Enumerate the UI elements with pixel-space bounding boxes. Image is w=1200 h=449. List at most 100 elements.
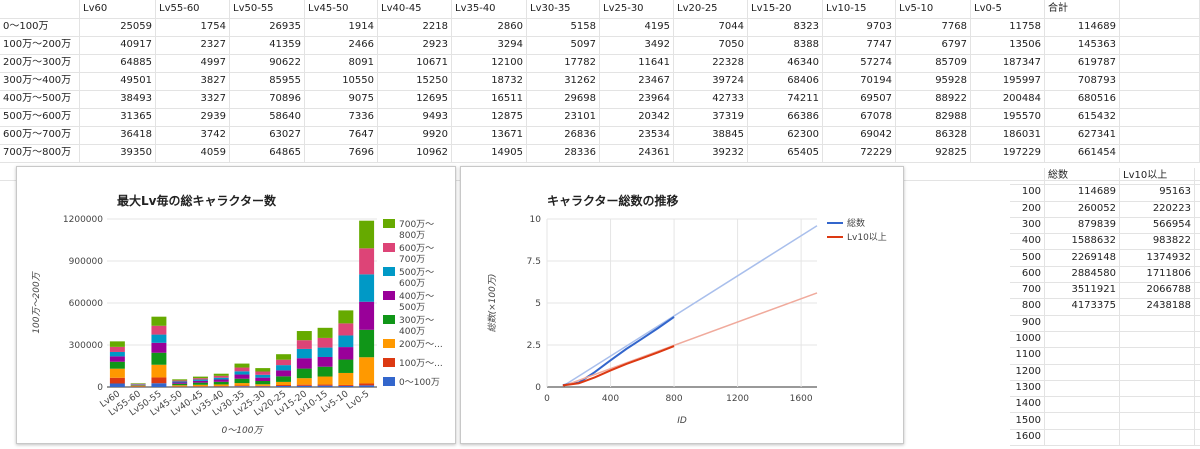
bar-segment[interactable] <box>276 354 292 360</box>
table-cell[interactable]: 2860 <box>452 18 527 36</box>
bar-segment[interactable] <box>192 378 208 380</box>
row-label[interactable]: 100万〜200万 <box>0 36 80 54</box>
side-table-cell[interactable]: 800 <box>1010 298 1045 315</box>
bar-segment[interactable] <box>109 356 125 362</box>
bar-segment[interactable] <box>317 384 333 386</box>
table-cell[interactable]: 38845 <box>674 126 748 144</box>
bar-segment[interactable] <box>213 373 229 376</box>
column-header[interactable]: Lv30-35 <box>527 0 600 18</box>
bar-segment[interactable] <box>317 347 333 357</box>
row-label[interactable]: 300万〜400万 <box>0 72 80 90</box>
table-cell[interactable]: 9920 <box>378 126 452 144</box>
table-cell[interactable]: 40917 <box>80 36 156 54</box>
table-cell[interactable]: 1754 <box>156 18 230 36</box>
table-cell[interactable]: 1914 <box>305 18 378 36</box>
side-table-cell[interactable]: 1100 <box>1010 347 1045 364</box>
side-table-cell[interactable]: 1300 <box>1010 379 1045 397</box>
table-cell[interactable]: 24361 <box>600 144 674 162</box>
table-cell[interactable]: 16511 <box>452 90 527 108</box>
table-cell[interactable]: 3827 <box>156 72 230 90</box>
bar-segment[interactable] <box>192 382 208 385</box>
bar-segment[interactable] <box>192 376 208 379</box>
bar-segment[interactable] <box>151 383 167 387</box>
column-header[interactable]: Lv25-30 <box>600 0 674 18</box>
empty-cell[interactable] <box>1120 0 1200 18</box>
bar-segment[interactable] <box>338 310 354 324</box>
bar-segment[interactable] <box>172 380 188 382</box>
empty-cell[interactable] <box>1120 54 1200 72</box>
table-cell[interactable]: 69042 <box>823 126 896 144</box>
bar-segment[interactable] <box>359 274 375 302</box>
column-header[interactable]: Lv55-60 <box>156 0 230 18</box>
table-cell[interactable]: 145363 <box>1045 36 1120 54</box>
column-header[interactable]: Lv50-55 <box>230 0 305 18</box>
side-table-cell[interactable]: 2066788 <box>1120 282 1195 299</box>
table-cell[interactable]: 26836 <box>527 126 600 144</box>
empty-cell[interactable] <box>1120 144 1200 162</box>
bar-segment[interactable] <box>255 374 271 378</box>
bar-segment[interactable] <box>296 378 312 385</box>
table-cell[interactable]: 42733 <box>674 90 748 108</box>
bar-segment[interactable] <box>317 356 333 367</box>
table-cell[interactable]: 25059 <box>80 18 156 36</box>
table-cell[interactable]: 195570 <box>971 108 1045 126</box>
table-cell[interactable]: 13671 <box>452 126 527 144</box>
bar-segment[interactable] <box>255 381 271 385</box>
bar-segment[interactable] <box>276 365 292 371</box>
table-cell[interactable]: 46340 <box>748 54 823 72</box>
side-table-cell[interactable] <box>1045 314 1120 331</box>
side-table-cell[interactable] <box>1120 331 1195 348</box>
table-cell[interactable]: 31262 <box>527 72 600 90</box>
bar-segment[interactable] <box>234 363 250 368</box>
table-cell[interactable]: 3327 <box>156 90 230 108</box>
bar-segment[interactable] <box>192 384 208 387</box>
bar-segment[interactable] <box>234 371 250 375</box>
table-cell[interactable]: 2923 <box>378 36 452 54</box>
empty-cell[interactable] <box>1120 108 1200 126</box>
table-cell[interactable]: 86328 <box>896 126 971 144</box>
column-header[interactable]: Lv0-5 <box>971 0 1045 18</box>
table-cell[interactable]: 187347 <box>971 54 1045 72</box>
row-label[interactable]: 0〜100万 <box>0 18 80 36</box>
row-label[interactable]: 700万〜800万 <box>0 144 80 162</box>
row-label[interactable]: 400万〜500万 <box>0 90 80 108</box>
series-line[interactable] <box>562 345 675 387</box>
table-cell[interactable]: 23101 <box>527 108 600 126</box>
table-cell[interactable]: 63027 <box>230 126 305 144</box>
bar-segment[interactable] <box>359 383 375 386</box>
table-cell[interactable]: 23534 <box>600 126 674 144</box>
table-cell[interactable]: 195997 <box>971 72 1045 90</box>
bar-segment[interactable] <box>213 384 229 387</box>
bar-segment[interactable] <box>276 376 292 382</box>
side-table-cell[interactable] <box>1045 412 1120 429</box>
table-cell[interactable]: 17782 <box>527 54 600 72</box>
table-cell[interactable]: 7336 <box>305 108 378 126</box>
side-table-cell[interactable]: 983822 <box>1120 233 1195 250</box>
table-cell[interactable]: 29698 <box>527 90 600 108</box>
table-cell[interactable]: 85709 <box>896 54 971 72</box>
table-cell[interactable]: 82988 <box>896 108 971 126</box>
side-table-cell[interactable] <box>1045 363 1120 380</box>
bar-segment[interactable] <box>276 385 292 387</box>
table-cell[interactable]: 23467 <box>600 72 674 90</box>
table-cell[interactable]: 12695 <box>378 90 452 108</box>
side-column-header[interactable]: Lv10以上 <box>1120 168 1195 185</box>
bar-segment[interactable] <box>109 383 125 387</box>
table-cell[interactable]: 197229 <box>971 144 1045 162</box>
side-table-cell[interactable]: 400 <box>1010 233 1045 250</box>
table-cell[interactable]: 619787 <box>1045 54 1120 72</box>
row-label[interactable]: 200万〜300万 <box>0 54 80 72</box>
table-cell[interactable]: 26935 <box>230 18 305 36</box>
bar-segment[interactable] <box>151 364 167 378</box>
table-cell[interactable]: 708793 <box>1045 72 1120 90</box>
table-cell[interactable]: 8091 <box>305 54 378 72</box>
bar-segment[interactable] <box>109 341 125 347</box>
bar-segment[interactable] <box>109 351 125 357</box>
side-table-cell[interactable] <box>1120 379 1195 397</box>
side-table-cell[interactable]: 4173375 <box>1045 298 1120 315</box>
table-cell[interactable]: 661454 <box>1045 144 1120 162</box>
table-cell[interactable]: 7747 <box>823 36 896 54</box>
table-cell[interactable]: 5158 <box>527 18 600 36</box>
table-cell[interactable]: 10962 <box>378 144 452 162</box>
side-table-cell[interactable]: 1711806 <box>1120 265 1195 283</box>
